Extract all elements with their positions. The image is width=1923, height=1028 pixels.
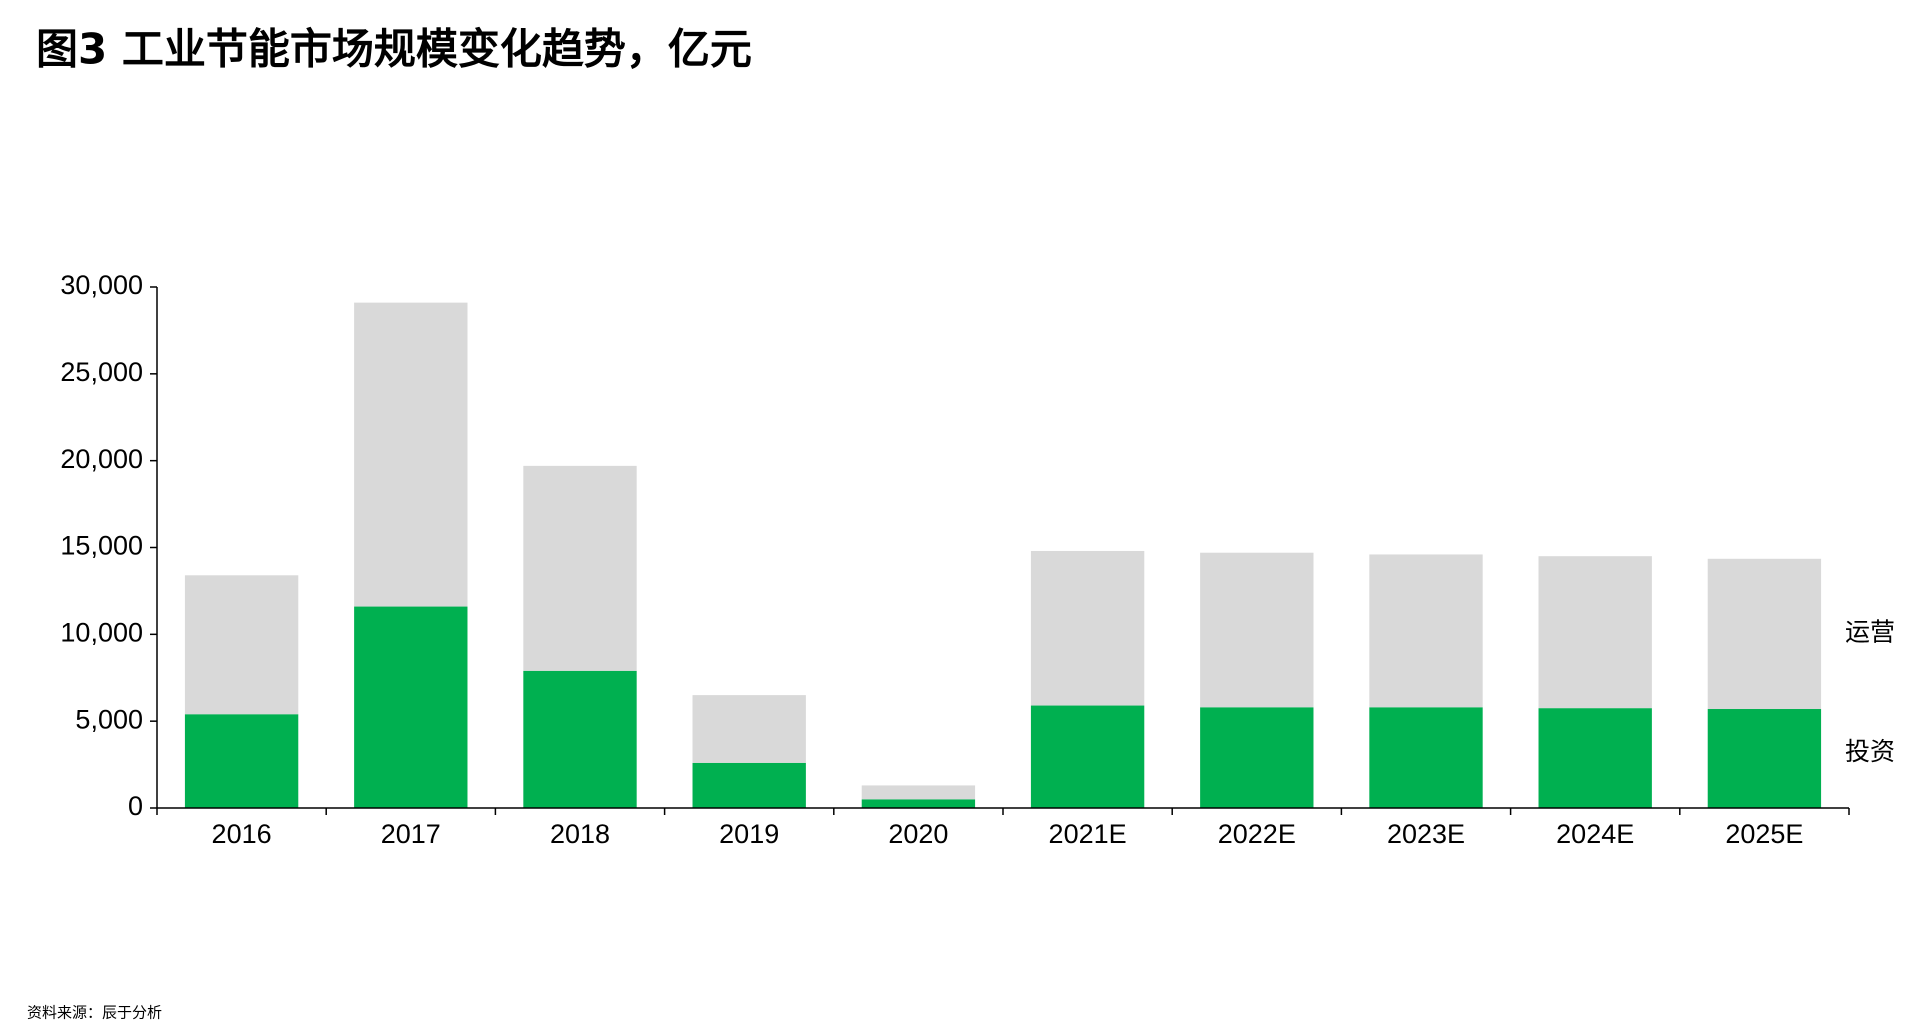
- bar-segment: [692, 762, 806, 808]
- y-tick-label: 20,000: [60, 444, 143, 474]
- bar-segment: [1200, 707, 1314, 808]
- x-tick-label: 2018: [550, 819, 610, 849]
- bar-segment: [1369, 707, 1483, 808]
- x-tick-label: 2022E: [1218, 819, 1296, 849]
- source-note: 资料来源：辰于分析: [27, 1004, 162, 1022]
- bar-segment: [523, 465, 637, 671]
- bar-segment: [1707, 558, 1822, 710]
- x-tick-label: 2019: [719, 819, 779, 849]
- bar-segment: [861, 799, 976, 808]
- x-tick-label: 2017: [381, 819, 441, 849]
- bar-segment: [861, 785, 976, 800]
- x-tick-label: 2016: [212, 819, 272, 849]
- x-tick-label: 2021E: [1049, 819, 1127, 849]
- chart-title: 图3 工业节能市场规模变化趋势，亿元: [36, 25, 752, 74]
- y-tick-label: 5,000: [75, 704, 143, 734]
- bar-segment: [692, 695, 806, 763]
- y-tick-label: 30,000: [60, 270, 143, 300]
- bar-segment: [1538, 556, 1652, 709]
- x-tick-label: 2020: [888, 819, 948, 849]
- x-tick-label: 2023E: [1387, 819, 1465, 849]
- y-tick-label: 15,000: [60, 531, 143, 561]
- x-tick-label: 2024E: [1556, 819, 1634, 849]
- legend-label: 运营: [1845, 617, 1895, 646]
- bar-segment: [1707, 709, 1822, 808]
- bar-segment: [1030, 550, 1145, 706]
- y-tick-label: 25,000: [60, 357, 143, 387]
- bar-segment: [523, 670, 637, 808]
- bar-segment: [354, 606, 468, 808]
- y-tick-label: 0: [128, 791, 143, 821]
- bar-segment: [1200, 552, 1314, 708]
- bar-segment: [184, 714, 299, 808]
- x-tick-label: 2025E: [1725, 819, 1803, 849]
- bar-segment: [1369, 554, 1483, 708]
- y-tick-label: 10,000: [60, 617, 143, 647]
- bar-segment: [1538, 708, 1652, 808]
- bar-segment: [354, 302, 468, 607]
- legend-label: 投资: [1845, 737, 1895, 766]
- bar-segment: [184, 575, 299, 715]
- bar-segment: [1030, 705, 1145, 808]
